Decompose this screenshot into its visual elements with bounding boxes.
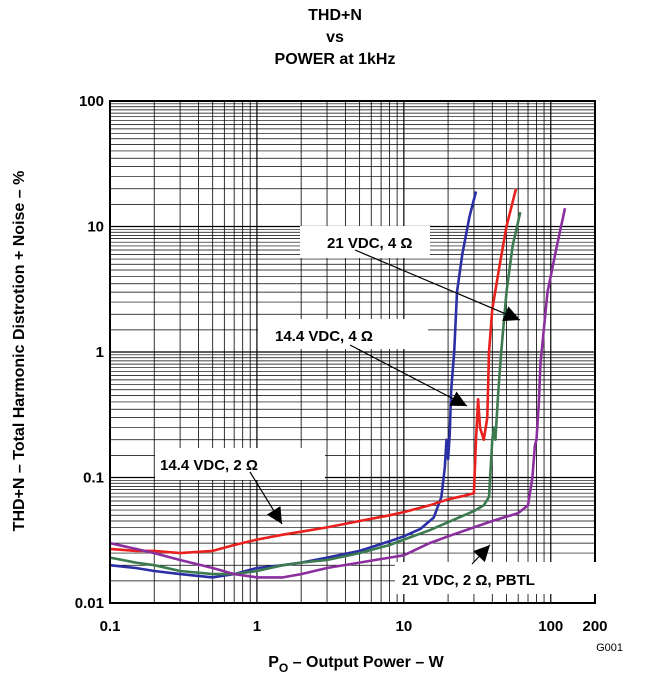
x-axis-label: PO – Output Power – W [268,654,444,675]
annotation-arrowhead [266,506,282,524]
x-axis-label-rest: – Output Power – W [288,654,444,671]
annotation-label: 14.4 VDC, 4 Ω [275,328,373,345]
title-line-2: vs [326,29,344,46]
y-tick-label: 0.1 [83,470,104,487]
chart-title: THD+N vs POWER at 1kHz [275,7,396,68]
annotation-2: 14.4 VDC, 4 Ω [258,319,468,407]
annotation-arrow-line [354,249,521,321]
annotation-4: 21 VDC, 2 Ω, PBTL [395,544,603,594]
annotation-label: 14.4 VDC, 2 Ω [160,457,258,474]
y-tick-label: 1 [96,344,104,361]
x-tick-label: 1 [253,618,261,635]
x-axis-label-sub: O [279,661,288,675]
y-tick-labels: 100 10 1 0.1 0.01 [75,93,104,612]
annotation-background [258,319,428,349]
annotation-background [155,448,325,480]
annotations: 21 VDC, 4 Ω 14.4 VDC, 4 Ω 14.4 VDC, 2 Ω 21 … [155,226,603,594]
series-group [109,188,567,579]
x-tick-label: 10 [396,618,413,635]
series-line-1 [109,191,478,579]
x-tick-label: 100 [538,618,563,635]
annotation-background [300,226,430,258]
annotation-3: 14.4 VDC, 2 Ω [155,448,325,525]
title-line-1: THD+N [308,7,362,24]
x-axis-label-main: P [268,654,279,671]
figure-id: G001 [596,642,623,654]
annotation-arrowhead [473,545,490,563]
x-tick-label: 200 [582,618,607,635]
series-line-3 [109,211,522,576]
annotation-arrowhead [502,306,520,322]
y-tick-label: 0.01 [75,595,104,612]
annotation-label: 21 VDC, 2 Ω, PBTL [402,572,535,589]
x-tick-labels: 0.1 1 10 100 200 [100,618,608,635]
x-tick-label: 0.1 [100,618,121,635]
y-axis-label: THD+N – Total Harmonic Distrotion + Nois… [11,171,28,532]
series-line-4 [109,207,567,579]
annotation-label: 21 VDC, 4 Ω [327,235,412,252]
annotation-1: 21 VDC, 4 Ω [300,226,521,322]
y-tick-label: 10 [87,219,104,236]
y-tick-label: 100 [79,93,104,110]
plot-frame [109,100,596,604]
annotation-arrowhead [449,391,467,406]
title-line-3: POWER at 1kHz [275,51,396,68]
grid [109,101,596,604]
annotation-arrow-line [349,344,468,407]
annotation-background [395,562,603,594]
series-line-2 [109,188,518,555]
